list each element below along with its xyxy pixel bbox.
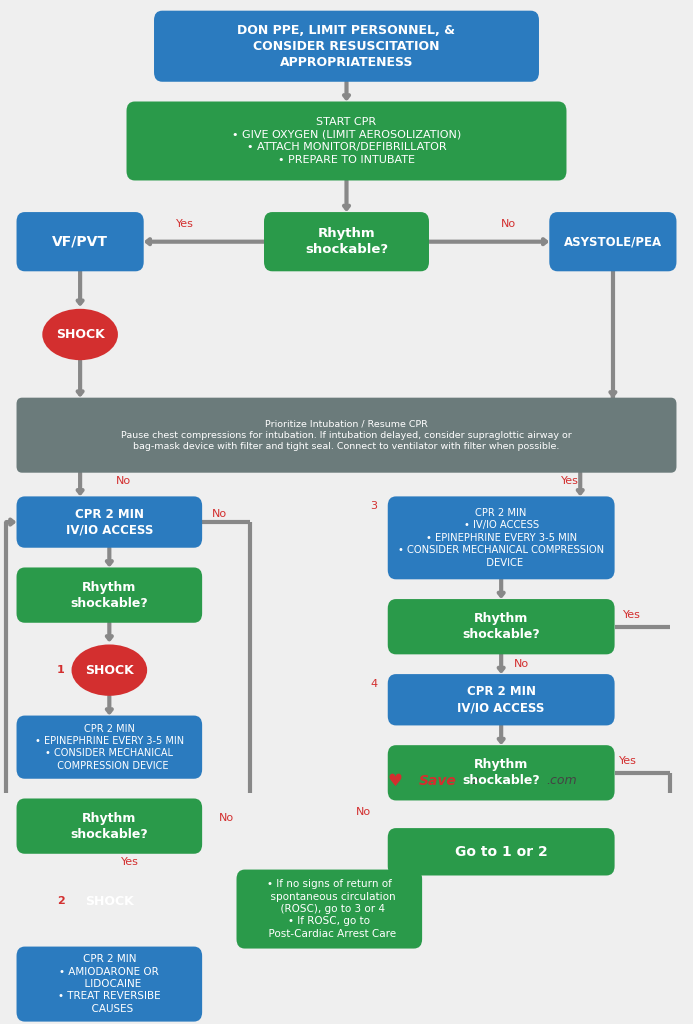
Text: No: No: [500, 219, 516, 229]
Ellipse shape: [42, 309, 118, 360]
FancyBboxPatch shape: [388, 745, 615, 801]
FancyBboxPatch shape: [388, 599, 615, 654]
Text: 1: 1: [57, 666, 64, 675]
FancyBboxPatch shape: [550, 212, 676, 271]
Text: 3: 3: [371, 501, 378, 511]
Text: CPR 2 MIN
IV/IO ACCESS: CPR 2 MIN IV/IO ACCESS: [457, 685, 545, 715]
Text: No: No: [356, 807, 371, 817]
Text: CPR 2 MIN
• EPINEPHRINE EVERY 3-5 MIN
• CONSIDER MECHANICAL
  COMPRESSION DEVICE: CPR 2 MIN • EPINEPHRINE EVERY 3-5 MIN • …: [35, 724, 184, 771]
Text: Go to 1 or 2: Go to 1 or 2: [455, 845, 547, 859]
Text: .com: .com: [546, 774, 577, 787]
Text: Life: Life: [494, 774, 523, 787]
Text: Yes: Yes: [623, 610, 641, 620]
Text: SHOCK: SHOCK: [55, 328, 105, 341]
Text: Yes: Yes: [176, 219, 194, 229]
Text: • If no signs of return of
  spontaneous circulation
  (ROSC), go to 3 or 4
• If: • If no signs of return of spontaneous c…: [262, 880, 396, 939]
Text: START CPR
• GIVE OXYGEN (LIMIT AEROSOLIZATION)
• ATTACH MONITOR/DEFIBRILLATOR
• : START CPR • GIVE OXYGEN (LIMIT AEROSOLIZ…: [232, 118, 461, 165]
Text: SHOCK: SHOCK: [85, 895, 134, 907]
FancyBboxPatch shape: [17, 397, 676, 473]
Text: Rhythm
shockable?: Rhythm shockable?: [71, 581, 148, 609]
Text: No: No: [514, 658, 529, 669]
FancyBboxPatch shape: [17, 212, 143, 271]
FancyBboxPatch shape: [388, 674, 615, 725]
FancyBboxPatch shape: [17, 567, 202, 623]
Text: Save: Save: [419, 774, 457, 787]
Text: ASYSTOLE/PEA: ASYSTOLE/PEA: [564, 236, 662, 248]
Text: Prioritize Intubation / Resume CPR
Pause chest compressions for intubation. If i: Prioritize Intubation / Resume CPR Pause…: [121, 420, 572, 451]
Text: 4: 4: [370, 679, 378, 688]
FancyBboxPatch shape: [388, 828, 615, 876]
FancyBboxPatch shape: [17, 799, 202, 854]
FancyBboxPatch shape: [127, 101, 566, 180]
Text: CPR 2 MIN
IV/IO ACCESS: CPR 2 MIN IV/IO ACCESS: [66, 508, 153, 537]
Text: Yes: Yes: [121, 857, 139, 866]
FancyBboxPatch shape: [236, 869, 422, 948]
FancyBboxPatch shape: [154, 10, 539, 82]
Text: Rhythm
shockable?: Rhythm shockable?: [462, 612, 540, 641]
Text: Rhythm
shockable?: Rhythm shockable?: [305, 227, 388, 256]
Text: SHOCK: SHOCK: [85, 664, 134, 677]
FancyBboxPatch shape: [17, 497, 202, 548]
Text: Rhythm
shockable?: Rhythm shockable?: [71, 812, 148, 841]
Text: No: No: [212, 509, 227, 519]
Text: ♥: ♥: [387, 772, 402, 790]
Text: No: No: [116, 475, 131, 485]
Text: CPR 2 MIN
• AMIODARONE OR
  LIDOCAINE
• TREAT REVERSIBE
  CAUSES: CPR 2 MIN • AMIODARONE OR LIDOCAINE • TR…: [58, 954, 161, 1014]
Text: 2: 2: [57, 896, 64, 906]
Text: Yes: Yes: [620, 756, 638, 766]
FancyBboxPatch shape: [17, 946, 202, 1022]
Ellipse shape: [71, 876, 147, 927]
Text: CPR 2 MIN
• IV/IO ACCESS
• EPINEPHRINE EVERY 3-5 MIN
• CONSIDER MECHANICAL COMPR: CPR 2 MIN • IV/IO ACCESS • EPINEPHRINE E…: [398, 508, 604, 567]
Text: Rhythm
shockable?: Rhythm shockable?: [462, 759, 540, 787]
FancyBboxPatch shape: [388, 497, 615, 580]
Text: Yes: Yes: [561, 475, 579, 485]
FancyBboxPatch shape: [17, 716, 202, 778]
Text: No: No: [218, 813, 234, 823]
Ellipse shape: [71, 644, 147, 696]
Text: DON PPE, LIMIT PERSONNEL, &
CONSIDER RESUSCITATION
APPROPRIATENESS: DON PPE, LIMIT PERSONNEL, & CONSIDER RES…: [238, 24, 455, 69]
Text: a: a: [471, 774, 478, 787]
FancyBboxPatch shape: [264, 212, 429, 271]
Text: VF/PVT: VF/PVT: [52, 234, 108, 249]
